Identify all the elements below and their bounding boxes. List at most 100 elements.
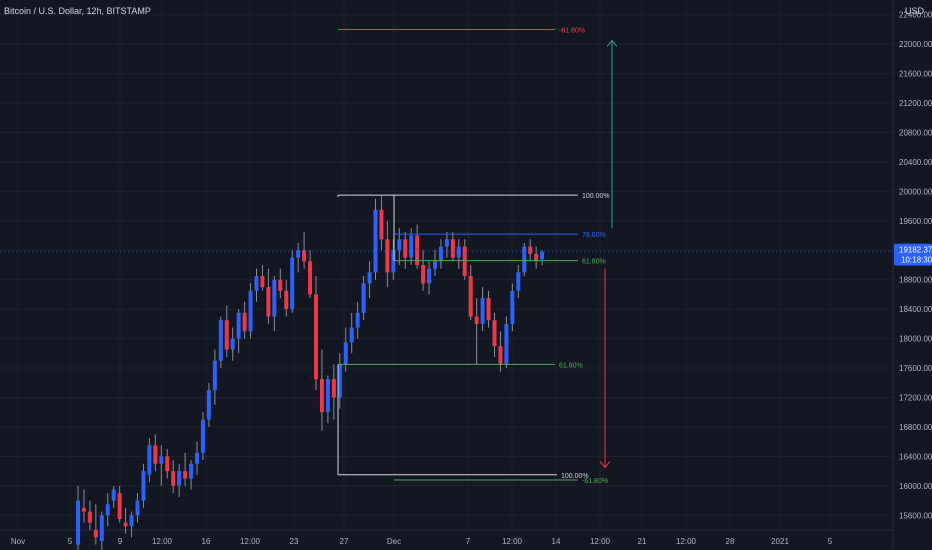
fib-level-label: 61.80% [559, 362, 583, 369]
price-badge-countdown: 10:18:30 [901, 256, 932, 265]
candle-up [236, 312, 241, 339]
candle-down [284, 290, 289, 310]
candle-down [171, 471, 176, 486]
candle-down [534, 253, 539, 262]
candle-up [391, 250, 396, 273]
up-arrowhead [606, 39, 618, 47]
candle-down [183, 471, 188, 479]
candle-down [403, 239, 408, 258]
candle-up [349, 327, 354, 343]
candle-down [379, 209, 384, 240]
candle-down [242, 312, 247, 332]
candle-up [337, 364, 342, 398]
y-tick-label: 21200.00 [899, 99, 932, 108]
candle-down [421, 265, 426, 284]
x-tick-label: 5 [828, 537, 833, 546]
candle-up [230, 338, 235, 350]
candle-up [510, 290, 515, 324]
candle-down [165, 456, 170, 472]
candle-up [99, 515, 104, 542]
candle-up [141, 471, 146, 501]
y-tick-label: 16000.00 [899, 482, 932, 491]
y-tick-label: 17600.00 [899, 364, 932, 373]
y-tick-label: 20400.00 [899, 158, 932, 167]
candle-up [373, 209, 378, 273]
x-tick-label: 12:00 [240, 537, 261, 546]
x-tick-label: 14 [552, 537, 561, 546]
x-tick-label: Dec [387, 537, 401, 546]
candle-down [266, 287, 271, 317]
candle-down [498, 345, 503, 365]
candle-down [385, 239, 390, 273]
candle-up [444, 239, 449, 247]
y-tick-label: 17200.00 [899, 394, 932, 403]
candle-down [486, 298, 491, 321]
candle-up [195, 452, 199, 464]
candle-up [397, 239, 402, 251]
candle-up [254, 276, 259, 291]
candle-down [331, 379, 336, 398]
candle-down [492, 320, 497, 346]
candle-down [462, 246, 467, 277]
x-tick-label: 27 [340, 537, 349, 546]
x-tick-label: 12:00 [152, 537, 173, 546]
candle-up [409, 235, 414, 258]
candle-up [433, 261, 437, 269]
x-tick-label: 12:00 [502, 537, 523, 546]
candle-up [427, 268, 432, 284]
candle-up [76, 500, 80, 545]
candle-up [516, 272, 521, 291]
candle-up [522, 246, 527, 273]
price-badge-value: 19182.37 [899, 246, 932, 255]
candle-down [260, 276, 265, 288]
candle-down [224, 320, 229, 350]
fib-level-label: 100.00% [582, 193, 610, 200]
candle-down [93, 530, 98, 538]
candle-down [123, 522, 128, 527]
candle-up [177, 471, 182, 486]
candle-up [290, 257, 295, 310]
x-tick-label: 12:00 [676, 537, 697, 546]
candle-up [343, 342, 348, 365]
x-tick-label: 7 [466, 537, 471, 546]
fib-level-label: 61.80% [582, 259, 606, 266]
y-tick-label: 21600.00 [899, 70, 932, 79]
candle-down [450, 239, 455, 258]
candle-up [111, 489, 116, 501]
x-tick-label: 16 [202, 537, 211, 546]
x-tick-label: 9 [118, 537, 123, 546]
candle-up [189, 463, 194, 479]
x-tick-label: 5 [68, 537, 73, 546]
y-tick-label: 16400.00 [899, 452, 932, 461]
candle-down [314, 294, 318, 380]
candle-up [248, 290, 253, 332]
candle-up [147, 445, 152, 475]
y-tick-label: 20800.00 [899, 129, 932, 138]
candle-down [153, 445, 158, 464]
candle-up [456, 246, 461, 258]
y-tick-label: 15600.00 [899, 511, 932, 520]
x-tick-label: 23 [290, 537, 299, 546]
candle-up [272, 279, 277, 317]
candle-up [361, 283, 366, 313]
fib-level-label: 100.00% [561, 473, 589, 480]
price-badge [894, 243, 932, 266]
symbol-title: Bitcoin / U.S. Dollar, 12h, BITSTAMP [4, 6, 151, 16]
y-tick-label: 16800.00 [899, 423, 932, 432]
candle-up [212, 360, 217, 391]
candle-up [504, 323, 509, 365]
candle-down [415, 235, 420, 265]
y-tick-label: 22400.00 [899, 11, 932, 20]
y-tick-label: 19600.00 [899, 217, 932, 226]
candle-up [367, 272, 372, 284]
y-tick-label: 18400.00 [899, 305, 932, 314]
candle-up [206, 390, 211, 420]
candle-down [308, 261, 313, 295]
candle-up [296, 250, 301, 258]
fib-level-label: -61.80% [582, 478, 608, 485]
down-arrowhead [599, 461, 611, 469]
candle-down [81, 507, 86, 512]
candle-up [218, 320, 223, 361]
candle-down [319, 379, 324, 413]
